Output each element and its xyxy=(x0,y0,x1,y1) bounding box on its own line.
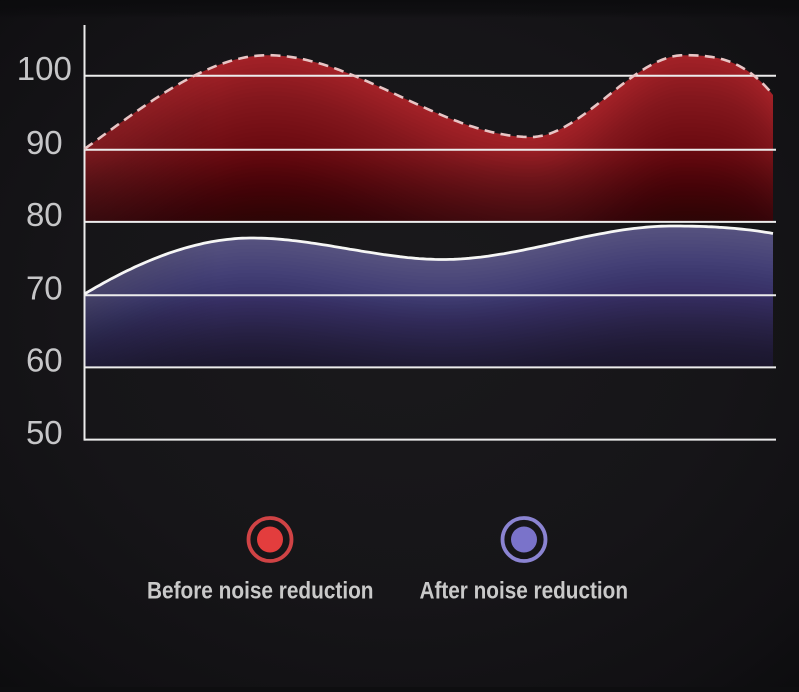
svg-text:100: 100 xyxy=(17,50,72,87)
svg-text:After noise reduction: After noise reduction xyxy=(420,577,629,604)
svg-text:80: 80 xyxy=(26,196,63,233)
svg-text:70: 70 xyxy=(26,269,63,306)
svg-text:90: 90 xyxy=(26,124,63,161)
svg-text:Before noise reduction: Before noise reduction xyxy=(147,577,374,604)
svg-text:50: 50 xyxy=(26,414,63,451)
svg-text:60: 60 xyxy=(26,342,63,379)
